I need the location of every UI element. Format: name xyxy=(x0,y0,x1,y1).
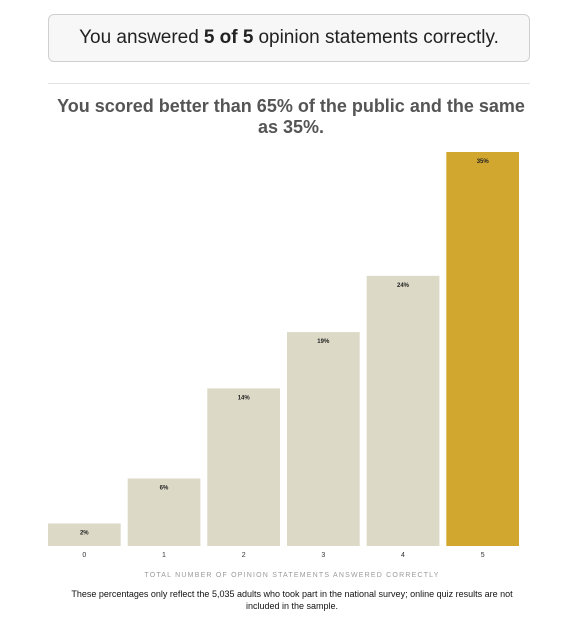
chart-headline: You scored better than 65% of the public… xyxy=(57,96,525,137)
result-prefix: You answered xyxy=(79,27,199,48)
x-tick-1: 1 xyxy=(162,552,166,559)
bar-5 xyxy=(446,152,519,546)
result-suffix: opinion statements correctly. xyxy=(258,27,499,48)
bar-2 xyxy=(207,388,280,546)
x-tick-3: 3 xyxy=(321,552,325,559)
x-tick-2: 2 xyxy=(242,552,246,559)
footnote: These percentages only reflect the 5,035… xyxy=(71,589,513,611)
score-distribution-chart: 2% 0 6% 1 14% 2 19% 3 24% 4 35% 5 xyxy=(48,152,519,559)
result-summary: You answered 5 of 5 opinion statements c… xyxy=(48,14,530,62)
data-label-3: 19% xyxy=(317,339,330,345)
bar-1 xyxy=(127,478,201,546)
bar-3 xyxy=(287,332,360,546)
x-tick-5: 5 xyxy=(481,552,485,559)
data-label-2: 14% xyxy=(238,395,251,401)
data-label-0: 2% xyxy=(80,531,89,537)
x-tick-4: 4 xyxy=(401,552,405,559)
bar-0 xyxy=(48,523,121,546)
data-label-5: 35% xyxy=(477,159,490,165)
data-label-4: 24% xyxy=(397,283,410,289)
result-score: 5 of 5 xyxy=(203,27,254,48)
data-label-1: 6% xyxy=(160,486,169,492)
x-axis-label: TOTAL NUMBER OF OPINION STATEMENTS ANSWE… xyxy=(144,572,440,579)
x-tick-0: 0 xyxy=(82,552,86,559)
divider xyxy=(48,83,530,84)
bar-4 xyxy=(366,275,440,546)
